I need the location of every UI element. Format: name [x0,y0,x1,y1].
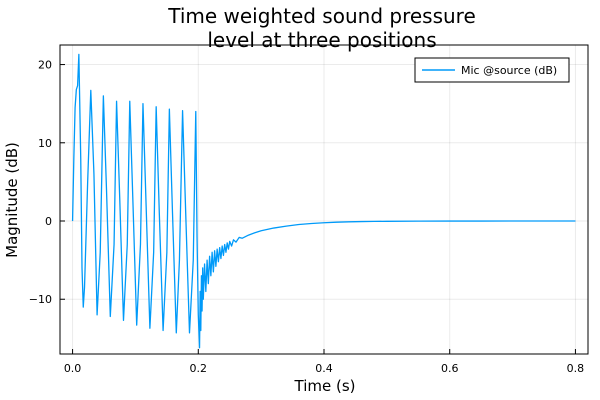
y-tick-label: 20 [38,59,52,72]
x-tick-label: 0.6 [441,362,459,375]
series-layer [71,53,576,349]
title-block: Time weighted sound pressure level at th… [167,4,476,52]
x-tick-label: 0.2 [190,362,208,375]
x-tick-label: 0.0 [64,362,82,375]
x-axis-label: Time (s) [294,377,356,395]
chart-title-line-2: level at three positions [207,28,436,52]
y-tick-label: 0 [45,215,52,228]
y-axis-label: Magnitude (dB) [3,142,21,258]
legend-label: Mic @source (dB) [461,64,557,77]
chart-title-line-1: Time weighted sound pressure [167,4,476,28]
legend: Mic @source (dB) [414,57,570,83]
ticks: 0.0 0.2 0.4 0.6 0.8 −10 0 10 20 [29,59,584,375]
y-tick-label: 10 [38,137,52,150]
y-tick-label: −10 [29,293,52,306]
x-tick-label: 0.4 [315,362,333,375]
x-tick-label: 0.8 [567,362,585,375]
grid [60,45,588,354]
series-line [71,53,576,349]
